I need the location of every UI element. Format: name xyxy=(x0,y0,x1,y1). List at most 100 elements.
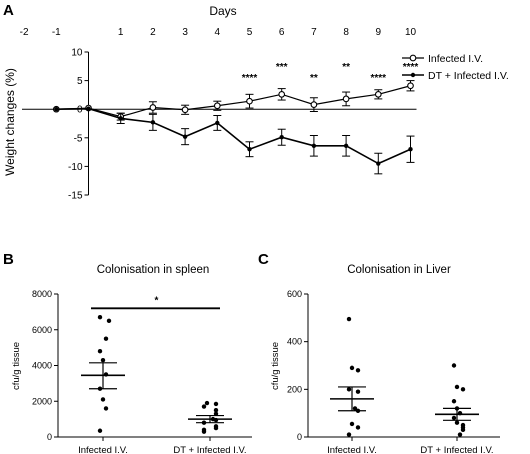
panel-letter-a: A xyxy=(3,2,14,19)
chart-b-point xyxy=(213,425,219,431)
chart-b-point xyxy=(100,357,106,363)
chart-a-x-tick-label: 2 xyxy=(150,27,156,38)
chart-a-point xyxy=(246,97,253,105)
chart-a-point xyxy=(279,135,284,140)
chart-c-point xyxy=(460,427,466,433)
chart-a-x-tick-label: 1 xyxy=(118,27,124,38)
chart-a-y-tick-label: -5 xyxy=(74,133,83,144)
chart-a-significance-label: **** xyxy=(371,73,387,84)
chart-a-x-tick-label: 7 xyxy=(311,27,317,38)
chart-c-point xyxy=(346,432,352,437)
chart-a-significance-label: ** xyxy=(342,62,350,73)
chart-a-x-tick-label: 10 xyxy=(405,27,417,38)
chart-a-x-tick-label: -1 xyxy=(52,27,61,38)
chart-a-point xyxy=(181,106,189,114)
chart-b-y-tick-label: 0 xyxy=(47,432,52,442)
chart-c-point xyxy=(454,420,460,425)
chart-a-annotations: ******************* xyxy=(242,62,419,84)
chart-a-point xyxy=(310,101,318,108)
chart-a-point xyxy=(215,120,220,126)
chart-b-point xyxy=(213,407,219,413)
liver-colonisation-chart: Colonisation in Liver cfu/g tissue 600 40… xyxy=(270,264,500,454)
chart-c-point xyxy=(346,387,352,392)
chart-b-plot: 8000 6000 4000 2000 0 Infected I.V. DT + Infec… xyxy=(32,289,252,454)
panel-letter-c: C xyxy=(258,251,269,268)
chart-b-point xyxy=(213,411,219,416)
chart-c-ylabel: cfu/g tissue xyxy=(270,342,281,390)
chart-b-point xyxy=(201,429,207,434)
chart-a-legend-marker xyxy=(409,54,417,62)
chart-b-point xyxy=(204,400,210,406)
chart-a-point xyxy=(213,102,221,110)
chart-a-legend-label: Infected I.V. xyxy=(428,53,483,65)
chart-a-ylabel: Weight changes (%) xyxy=(3,68,17,176)
chart-a-legend: Infected I.V. DT + Infected I.V. xyxy=(402,53,509,82)
chart-a-point xyxy=(376,161,381,166)
chart-a-x-tick-label: 6 xyxy=(279,27,285,38)
panel-letter-b: B xyxy=(3,251,14,268)
chart-a-x-tick-label: 3 xyxy=(182,27,188,38)
chart-a-legend-label: DT + Infected I.V. xyxy=(428,70,509,82)
chart-a-x-tick-label: 5 xyxy=(247,27,253,38)
chart-b-y-tick-label: 2000 xyxy=(32,396,52,406)
chart-a-point xyxy=(278,90,286,98)
chart-c-point xyxy=(460,387,466,392)
chart-a-x-tick-label: 8 xyxy=(343,27,349,38)
chart-c-point xyxy=(451,399,457,404)
chart-a-significance-label: ** xyxy=(310,73,318,84)
chart-a-point xyxy=(118,116,123,121)
chart-b-y-tick-label: 4000 xyxy=(32,361,52,371)
chart-b-ylabel: cfu/g tissue xyxy=(11,342,22,390)
chart-c-point xyxy=(355,368,361,373)
chart-a-significance-label: *** xyxy=(276,62,288,73)
chart-a-y-tick-label: 5 xyxy=(77,76,83,87)
chart-c-point xyxy=(355,389,361,394)
chart-c-y-tick-label: 400 xyxy=(287,337,302,347)
chart-a-y-tick-label: -10 xyxy=(68,162,83,173)
chart-a-point xyxy=(149,104,157,111)
chart-a-significance-label: **** xyxy=(242,73,258,84)
chart-c-x-category-label: DT + Infected I.V. xyxy=(420,445,493,454)
chart-a-series-line xyxy=(56,85,411,118)
chart-a-point xyxy=(374,90,382,98)
chart-b-y-tick-label: 6000 xyxy=(32,325,52,335)
weight-change-chart: Days Weight changes (%) -2 -1 1 2 3 4 5 6 7 8 9 10 1… xyxy=(3,4,509,202)
chart-b-point xyxy=(100,397,106,402)
chart-c-point xyxy=(457,432,463,437)
chart-a-point xyxy=(342,95,350,103)
chart-a-x-tick-label: -2 xyxy=(20,27,29,38)
chart-a-title: Days xyxy=(209,4,236,18)
chart-c-point xyxy=(451,363,457,368)
chart-b-title: Colonisation in spleen xyxy=(97,264,210,276)
chart-c-point xyxy=(355,425,361,430)
chart-c-title: Colonisation in Liver xyxy=(347,264,451,276)
chart-a-legend-marker xyxy=(410,72,416,78)
chart-a-point xyxy=(311,143,317,149)
chart-a-y-tick-label: 10 xyxy=(71,48,83,59)
chart-c-point xyxy=(352,406,358,411)
chart-b-point xyxy=(106,318,112,324)
chart-c-point xyxy=(346,316,352,322)
chart-a-point xyxy=(86,106,91,111)
chart-a-series xyxy=(52,80,415,175)
chart-c-plot: 600 400 200 0 Infected I.V. DT + Infected I.V… xyxy=(287,289,500,454)
chart-a-x-tick-label: 4 xyxy=(215,27,221,38)
chart-a-significance-label: **** xyxy=(403,62,419,73)
chart-a-x-tick-label: 9 xyxy=(376,27,382,38)
chart-b-y-tick-label: 8000 xyxy=(32,289,52,299)
chart-b-point xyxy=(103,406,109,411)
chart-a-point xyxy=(407,82,414,90)
chart-b-point xyxy=(201,404,207,409)
chart-a-y-tick-label: -15 xyxy=(68,191,83,202)
chart-a-series-line xyxy=(56,107,411,165)
chart-a-point xyxy=(54,107,59,112)
chart-c-point xyxy=(349,365,355,371)
chart-b-point xyxy=(97,315,103,320)
chart-a-point xyxy=(408,147,413,152)
chart-b-point xyxy=(103,336,109,341)
chart-c-point xyxy=(454,384,460,390)
chart-a-axes: -2 -1 1 2 3 4 5 6 7 8 9 10 10 5 0 -5 -10 -15 xyxy=(20,27,417,202)
chart-c-point xyxy=(451,415,457,421)
chart-a-point xyxy=(150,120,156,125)
